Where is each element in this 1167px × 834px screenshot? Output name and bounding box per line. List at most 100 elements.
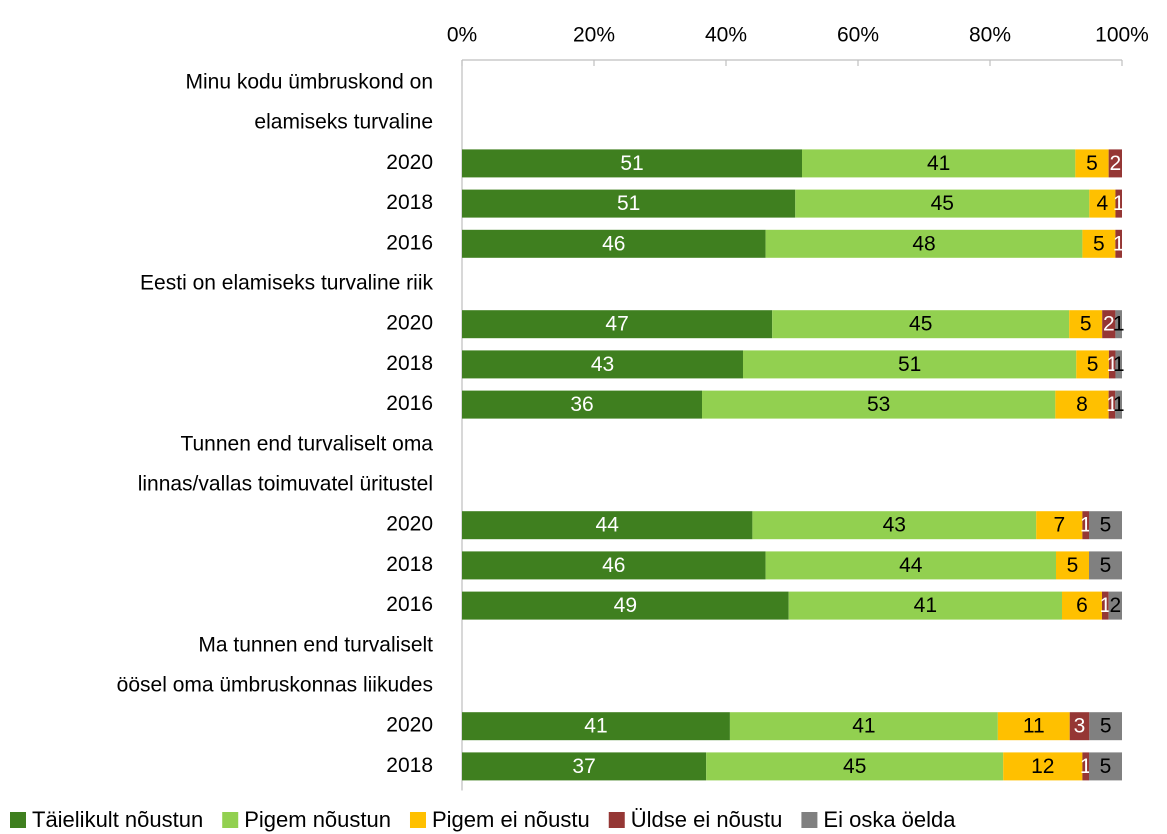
legend-label: Pigem nõustun <box>244 807 391 832</box>
x-axis: 0% 20% 40% 60% 80% 100% <box>447 24 1149 791</box>
data-label: 1 <box>1080 755 1092 778</box>
group-title: öösel oma ümbruskonnas liikudes <box>117 674 433 697</box>
legend-item: Täielikult nõustun <box>10 807 203 832</box>
data-label: 46 <box>602 232 625 255</box>
data-label: 1 <box>1113 353 1125 376</box>
data-label: 51 <box>617 192 640 215</box>
year-label: 2020 <box>386 312 433 335</box>
bar-segment <box>1102 310 1116 339</box>
bar-segment <box>729 712 998 741</box>
legend-item: Pigem ei nõustu <box>409 807 590 832</box>
stacked-bar: 51 41 5 2 <box>462 149 1122 178</box>
data-label: 49 <box>614 594 637 617</box>
bar-segment <box>702 390 1056 419</box>
chart-rows: Minu kodu ümbruskond on elamiseks turvali… <box>117 71 1125 781</box>
data-label: 6 <box>1076 594 1088 617</box>
bar-segment <box>1108 390 1116 419</box>
bar-segment <box>462 511 753 540</box>
data-label: 5 <box>1100 715 1112 738</box>
year-label: 2020 <box>386 714 433 737</box>
bar-segment <box>752 511 1037 540</box>
data-label: 41 <box>914 594 937 617</box>
data-label: 44 <box>596 514 620 537</box>
legend-swatch <box>801 812 818 828</box>
bar-segment <box>1082 511 1089 540</box>
bar-segment <box>1115 229 1122 258</box>
bar-segment <box>462 551 766 580</box>
data-label: 1 <box>1080 514 1092 537</box>
year-label: 2018 <box>386 191 433 214</box>
bar-segment <box>772 310 1070 339</box>
data-label: 11 <box>1023 715 1045 738</box>
group-title: Ma tunnen end turvaliselt <box>198 633 433 656</box>
year-label: 2020 <box>386 151 433 174</box>
bar-segment <box>1062 591 1102 620</box>
data-label: 1 <box>1113 192 1125 215</box>
data-label: 1 <box>1113 232 1125 255</box>
bar-segment <box>462 390 702 419</box>
data-label: 3 <box>1074 715 1086 738</box>
bar-segment <box>1069 310 1103 339</box>
bar-segment <box>795 189 1090 218</box>
data-label: 5 <box>1086 152 1098 175</box>
group-title: elamiseks turvaline <box>254 111 433 134</box>
data-label: 43 <box>883 514 906 537</box>
bar-segment <box>1089 189 1116 218</box>
year-label: 2018 <box>386 553 433 576</box>
year-label: 2018 <box>386 754 433 777</box>
bar-segment <box>706 752 1004 781</box>
bar-segment <box>462 189 796 218</box>
legend: Täielikult nõustun Pigem nõustun Pigem ei … <box>10 807 956 832</box>
bar-segment <box>1115 350 1122 379</box>
year-label: 2016 <box>386 593 433 616</box>
stacked-bar: 51 45 4 1 <box>462 189 1125 218</box>
group-title: Eesti on elamiseks turvaline riik <box>140 272 433 295</box>
data-label: 41 <box>852 715 875 738</box>
bar-segment <box>765 551 1056 580</box>
bar-segment <box>462 229 766 258</box>
legend-label: Üldse ei nõustu <box>631 807 783 832</box>
legend-swatch <box>409 812 426 828</box>
bar-segment <box>802 149 1076 178</box>
bar-segment <box>462 310 773 339</box>
bar-segment <box>1115 310 1122 339</box>
bar-segment <box>462 712 730 741</box>
bar-segment <box>462 149 802 178</box>
bar-segment <box>1082 229 1116 258</box>
stacked-bar: 46 48 5 1 <box>462 229 1125 258</box>
data-label: 7 <box>1053 514 1065 537</box>
bar-segment <box>1055 390 1109 419</box>
bar-segment <box>1089 551 1122 580</box>
bar-segment <box>1115 189 1122 218</box>
bar-segment <box>1003 752 1083 781</box>
stacked-bar: 49 41 6 12 <box>462 591 1122 620</box>
year-label: 2016 <box>386 231 433 254</box>
bar-segment <box>1056 551 1089 580</box>
year-label: 2016 <box>386 392 433 415</box>
data-label: 46 <box>602 554 625 577</box>
data-label: 1 <box>1106 353 1118 376</box>
stacked-bar: 36 53 8 11 <box>462 390 1125 419</box>
data-label: 51 <box>898 353 921 376</box>
stacked-bar: 44 43 7 1 5 <box>462 511 1122 540</box>
bar-segment <box>1089 752 1122 781</box>
data-label: 2 <box>1103 313 1115 336</box>
year-label: 2018 <box>386 352 433 375</box>
stacked-bar: 37 45 12 1 5 <box>462 752 1122 781</box>
stacked-bar: 43 51 5 11 <box>462 350 1125 379</box>
bar-segment <box>788 591 1062 620</box>
bar-segment <box>1089 511 1122 540</box>
bar-segment <box>1082 752 1089 781</box>
data-label: 5 <box>1100 514 1112 537</box>
data-label: 53 <box>867 393 890 416</box>
data-label: 47 <box>605 313 628 336</box>
legend-item: Üldse ei nõustu <box>608 807 783 832</box>
legend-swatch <box>608 812 625 828</box>
bar-segment <box>1069 712 1090 741</box>
data-label: 5 <box>1087 353 1099 376</box>
group-title: linnas/vallas toimuvatel üritustel <box>138 473 433 496</box>
data-label: 8 <box>1076 393 1088 416</box>
x-tick-label: 20% <box>573 24 615 47</box>
legend-item: Ei oska öelda <box>801 807 956 832</box>
